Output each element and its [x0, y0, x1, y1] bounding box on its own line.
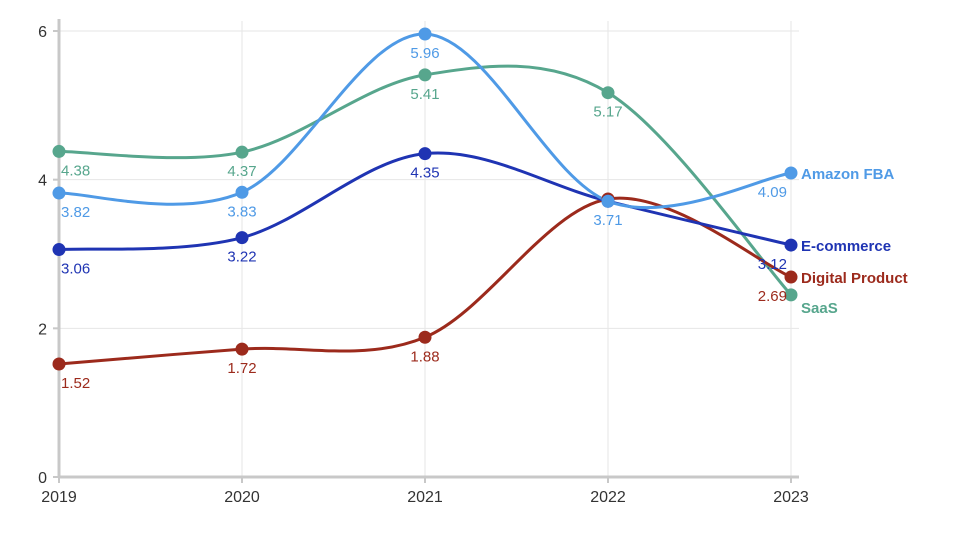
data-point	[418, 68, 432, 82]
data-label: 3.22	[227, 249, 256, 266]
data-point	[52, 186, 66, 200]
data-labels: 3.82 3.83 5.96 3.71 4.09 3.06 3.22 4.35 3.12 1.52…	[61, 45, 787, 392]
y-tick-label: 6	[38, 24, 47, 41]
data-label: 2.69	[758, 288, 787, 305]
x-tick-label: 2020	[224, 489, 260, 506]
data-point	[784, 288, 798, 302]
y-tick-label: 4	[38, 173, 47, 190]
data-point	[784, 270, 798, 284]
y-tick-label: 0	[38, 470, 47, 487]
series-name-label: Digital Product	[801, 270, 908, 287]
series-name-label: SaaS	[801, 300, 838, 317]
data-label: 4.38	[61, 162, 90, 179]
data-point	[601, 194, 615, 208]
data-label: 4.35	[410, 165, 439, 182]
data-label: 4.09	[758, 184, 787, 201]
data-label: 5.41	[410, 86, 439, 103]
data-label: 1.52	[61, 375, 90, 392]
series-name-labels: Amazon FBA E-commerce Digital Product SaaS	[801, 166, 908, 317]
data-label: 5.17	[593, 104, 622, 121]
data-label: 3.06	[61, 261, 90, 278]
x-tick-label: 2022	[590, 489, 626, 506]
data-label: 3.82	[61, 204, 90, 221]
x-tick-label: 2021	[407, 489, 443, 506]
x-tick-label: 2023	[773, 489, 809, 506]
data-point	[418, 147, 432, 161]
x-tick-label: 2019	[41, 489, 77, 506]
data-point	[235, 185, 249, 199]
y-tick-label: 2	[38, 321, 47, 338]
data-label: 1.88	[410, 348, 439, 365]
data-point	[235, 231, 249, 245]
data-point	[418, 27, 432, 41]
data-point	[52, 243, 66, 257]
data-point	[52, 357, 66, 371]
data-label: 3.12	[758, 256, 787, 273]
data-label: 4.37	[227, 163, 256, 180]
data-point	[52, 144, 66, 158]
data-point	[235, 342, 249, 356]
data-label: 3.71	[593, 212, 622, 229]
data-point	[784, 166, 798, 180]
data-point	[601, 86, 615, 100]
data-label: 3.83	[227, 203, 256, 220]
series-name-label: Amazon FBA	[801, 166, 895, 183]
series-points	[52, 27, 798, 371]
data-point	[784, 238, 798, 252]
data-label: 5.96	[410, 45, 439, 62]
series-name-label: E-commerce	[801, 238, 891, 255]
data-label: 1.72	[227, 360, 256, 377]
data-point	[235, 145, 249, 159]
data-point	[418, 330, 432, 344]
